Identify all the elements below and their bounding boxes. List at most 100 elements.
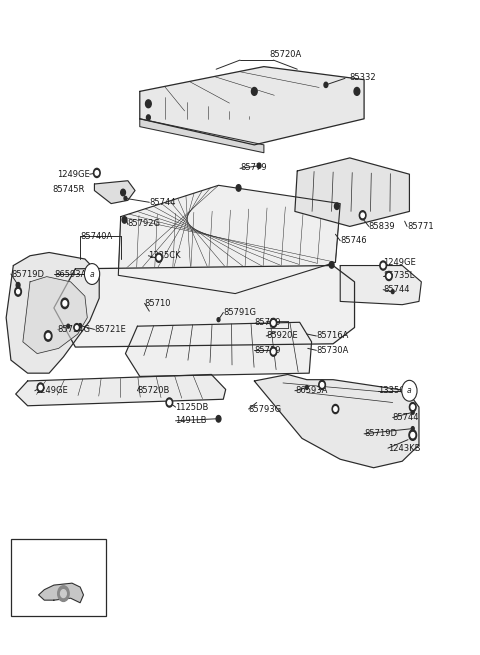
Text: a: a xyxy=(407,386,412,395)
Circle shape xyxy=(335,203,339,210)
Circle shape xyxy=(120,189,125,196)
Polygon shape xyxy=(6,252,99,373)
Circle shape xyxy=(321,383,324,387)
Circle shape xyxy=(124,196,127,200)
Polygon shape xyxy=(295,158,409,227)
Text: 85332: 85332 xyxy=(350,73,376,81)
Circle shape xyxy=(79,324,82,328)
Circle shape xyxy=(360,211,366,220)
Text: 85719: 85719 xyxy=(254,318,281,328)
Text: a: a xyxy=(22,574,26,583)
Text: 1249GE: 1249GE xyxy=(35,386,68,395)
Text: 85771: 85771 xyxy=(407,222,433,231)
Circle shape xyxy=(361,213,364,217)
Circle shape xyxy=(46,333,50,339)
Text: 85744: 85744 xyxy=(393,413,419,422)
Polygon shape xyxy=(54,265,355,347)
Circle shape xyxy=(380,261,386,270)
Circle shape xyxy=(270,347,277,356)
Circle shape xyxy=(391,290,394,293)
Circle shape xyxy=(411,426,414,430)
Polygon shape xyxy=(16,375,226,405)
Circle shape xyxy=(63,301,67,306)
Circle shape xyxy=(15,287,22,296)
Circle shape xyxy=(75,326,78,329)
Circle shape xyxy=(145,100,151,107)
Circle shape xyxy=(387,274,391,278)
Circle shape xyxy=(157,255,160,260)
FancyBboxPatch shape xyxy=(11,539,107,616)
Text: 85779: 85779 xyxy=(240,163,266,172)
Polygon shape xyxy=(118,185,340,293)
Polygon shape xyxy=(38,583,84,603)
Text: a: a xyxy=(90,269,95,278)
Circle shape xyxy=(409,430,417,440)
Circle shape xyxy=(17,290,20,293)
Circle shape xyxy=(354,88,360,96)
Text: 85720A: 85720A xyxy=(269,50,301,60)
Circle shape xyxy=(270,318,277,328)
Circle shape xyxy=(409,403,416,411)
Polygon shape xyxy=(95,181,135,204)
Circle shape xyxy=(18,569,31,588)
Text: 85746: 85746 xyxy=(340,236,367,245)
Text: 85793G: 85793G xyxy=(249,405,282,413)
Text: 86593A: 86593A xyxy=(295,386,327,395)
Text: 85794G: 85794G xyxy=(58,325,91,334)
Text: 85792G: 85792G xyxy=(128,219,161,228)
Text: 86593A: 86593A xyxy=(54,269,86,278)
Text: 85920E: 85920E xyxy=(266,331,298,341)
Text: 85719D: 85719D xyxy=(11,269,44,278)
Text: 85791G: 85791G xyxy=(223,308,256,317)
Circle shape xyxy=(95,171,98,175)
Circle shape xyxy=(37,383,44,392)
Circle shape xyxy=(61,298,69,309)
Text: 85740A: 85740A xyxy=(80,232,112,240)
Circle shape xyxy=(252,88,257,96)
Text: 85839: 85839 xyxy=(369,222,396,231)
Circle shape xyxy=(168,400,171,405)
Text: 85730A: 85730A xyxy=(316,346,349,355)
Circle shape xyxy=(74,324,80,331)
Circle shape xyxy=(216,415,221,422)
Polygon shape xyxy=(340,265,421,305)
Text: 85721E: 85721E xyxy=(95,325,126,334)
Text: 1249GE: 1249GE xyxy=(383,258,416,267)
Circle shape xyxy=(257,163,261,168)
Circle shape xyxy=(272,349,275,354)
Text: 85745R: 85745R xyxy=(52,185,85,194)
Polygon shape xyxy=(254,375,419,468)
Circle shape xyxy=(166,398,173,407)
Circle shape xyxy=(16,282,20,288)
Circle shape xyxy=(67,324,70,328)
Text: 85719D: 85719D xyxy=(364,429,397,438)
Text: 85716A: 85716A xyxy=(316,331,349,341)
Text: 1491LB: 1491LB xyxy=(176,417,207,425)
Circle shape xyxy=(122,217,127,223)
Circle shape xyxy=(411,410,414,414)
Text: 85746C: 85746C xyxy=(56,567,89,575)
Circle shape xyxy=(217,318,220,322)
Circle shape xyxy=(329,261,334,268)
Circle shape xyxy=(402,381,417,402)
Circle shape xyxy=(385,271,392,280)
Text: 1335CK: 1335CK xyxy=(148,252,181,260)
Circle shape xyxy=(319,381,325,390)
Text: 85735L: 85735L xyxy=(383,271,414,280)
Circle shape xyxy=(332,404,339,413)
Polygon shape xyxy=(23,276,87,354)
Circle shape xyxy=(60,590,66,597)
Circle shape xyxy=(84,263,100,284)
Text: 85710: 85710 xyxy=(144,299,171,308)
Circle shape xyxy=(305,386,308,390)
Circle shape xyxy=(411,432,415,438)
Polygon shape xyxy=(140,119,264,153)
Polygon shape xyxy=(125,322,312,377)
Circle shape xyxy=(39,385,42,390)
Circle shape xyxy=(334,407,337,411)
Text: 85744: 85744 xyxy=(149,198,176,207)
Circle shape xyxy=(94,168,100,178)
Text: 85720B: 85720B xyxy=(137,386,170,395)
Text: 1243KB: 1243KB xyxy=(388,443,420,453)
Text: 85719: 85719 xyxy=(254,346,281,355)
